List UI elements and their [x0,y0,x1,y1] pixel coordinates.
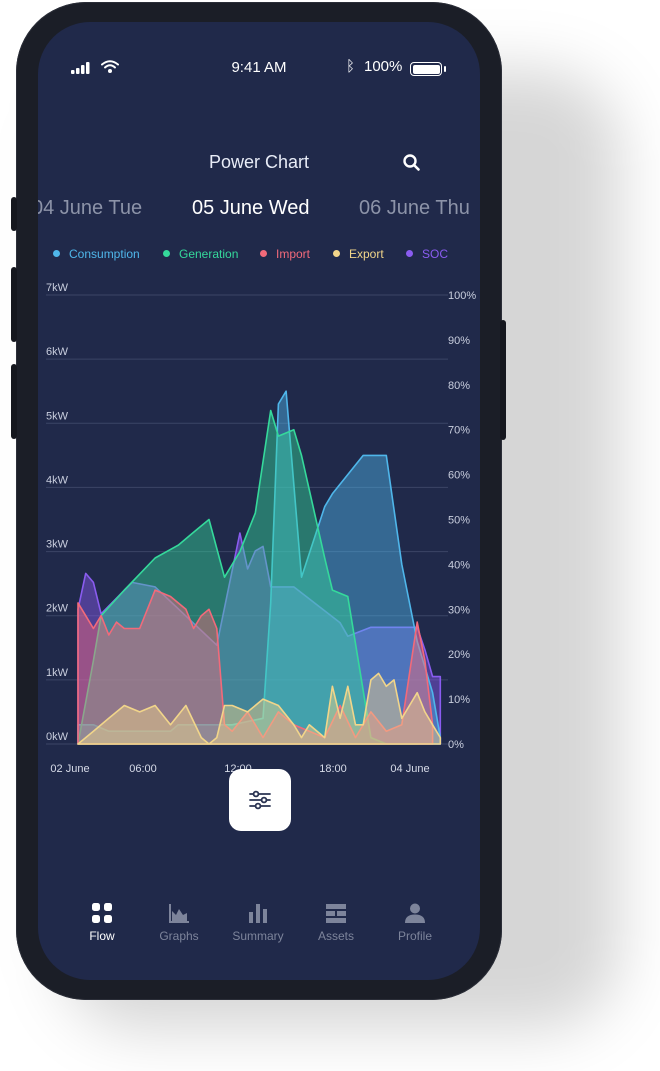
cellular-signal-icon [71,62,90,74]
wifi-icon [101,60,119,73]
x-tick-label: 18:00 [319,763,347,775]
y-right-tick-label: 60% [448,470,470,482]
y-right-tick-label: 50% [448,515,470,527]
nav-item-assets[interactable]: Assets [296,902,376,945]
user-icon [405,903,425,923]
legend-dot [163,250,170,257]
y-right-tick-label: 80% [448,380,470,392]
mute-switch [11,197,17,231]
legend-item-soc[interactable]: SOC [406,247,448,261]
y-left-tick-label: 0kW [46,731,69,743]
y-left-tick-label: 3kW [46,539,69,551]
y-right-tick-label: 70% [448,425,470,437]
legend-item-consumption[interactable]: Consumption [53,247,140,261]
y-right-tick-label: 20% [448,649,470,661]
nav-item-profile[interactable]: Profile [375,902,455,945]
date-previous[interactable]: 04 June Tue [38,197,143,219]
search-icon[interactable] [402,153,422,173]
sliders-icon [249,790,271,810]
series-area-generation [77,409,418,745]
legend-item-export[interactable]: Export [333,247,384,261]
grid-icon [92,903,112,923]
nav-item-summary[interactable]: Summary [218,902,298,945]
series-area-export [77,672,442,745]
series-area-consumption [77,390,442,745]
bottom-nav: Flow Graphs Summary Assets Profile [38,902,480,952]
legend-dot [333,250,340,257]
legend-dot [406,250,413,257]
y-left-tick-label: 4kW [46,474,69,486]
nav-item-flow[interactable]: Flow [62,902,142,945]
y-left-tick-label: 6kW [46,346,69,358]
nav-label: Flow [89,929,115,943]
x-tick-label: 06:00 [129,763,157,775]
list-icon [326,904,346,923]
area-chart-icon [169,904,189,923]
status-time: 9:41 AM [231,59,287,76]
nav-label: Assets [317,929,354,943]
nav-item-graphs[interactable]: Graphs [139,902,219,945]
legend-label: Import [276,247,311,261]
y-right-tick-label: 10% [448,694,470,706]
legend-dot [260,250,267,257]
nav-label: Graphs [159,929,199,943]
filter-button[interactable] [229,769,291,831]
bar-chart-icon [249,904,267,923]
x-tick-label: 04 June [390,763,429,775]
legend-label: Consumption [69,247,140,261]
power-button [500,320,506,440]
y-right-tick-label: 90% [448,335,470,347]
series-area-import [77,589,434,745]
bluetooth-icon: ᛒ [346,58,356,75]
chart-legend: Consumption Generation Import Export SOC [38,247,480,263]
nav-label: Profile [397,929,432,943]
legend-item-import[interactable]: Import [260,247,310,261]
app-screen: 9:41 AM ᛒ 100% Power Chart 04 June Tue 0… [38,22,480,980]
y-right-tick-label: 30% [448,604,470,616]
legend-label: Export [349,247,384,261]
page-title: Power Chart [208,152,310,172]
series-area-soc [77,532,442,745]
y-right-tick-label: 0% [448,739,464,751]
battery-percent: 100% [364,58,403,75]
date-next[interactable]: 06 June Thu [359,197,470,219]
legend-dot [53,250,60,257]
y-left-tick-label: 5kW [46,410,69,422]
y-right-tick-label: 100% [448,290,476,302]
legend-item-generation[interactable]: Generation [163,247,238,261]
battery-icon [410,62,446,76]
volume-down-button [11,364,17,439]
x-tick-label: 02 June [50,763,89,775]
date-current[interactable]: 05 June Wed [192,197,310,219]
nav-label: Summary [232,929,284,943]
power-chart[interactable]: 0kW 1kW 2kW 3kW 4kW 5kW 6kW 7kW 0% 10% 20% 30% 40% 50… [38,277,480,777]
legend-label: SOC [422,247,449,261]
legend-label: Generation [179,247,239,261]
y-right-tick-label: 40% [448,559,470,571]
y-left-tick-label: 1kW [46,667,69,679]
y-left-tick-label: 7kW [46,282,69,294]
status-bar: 9:41 AM ᛒ 100% [38,58,480,79]
y-left-tick-label: 2kW [46,603,69,615]
volume-up-button [11,267,17,342]
